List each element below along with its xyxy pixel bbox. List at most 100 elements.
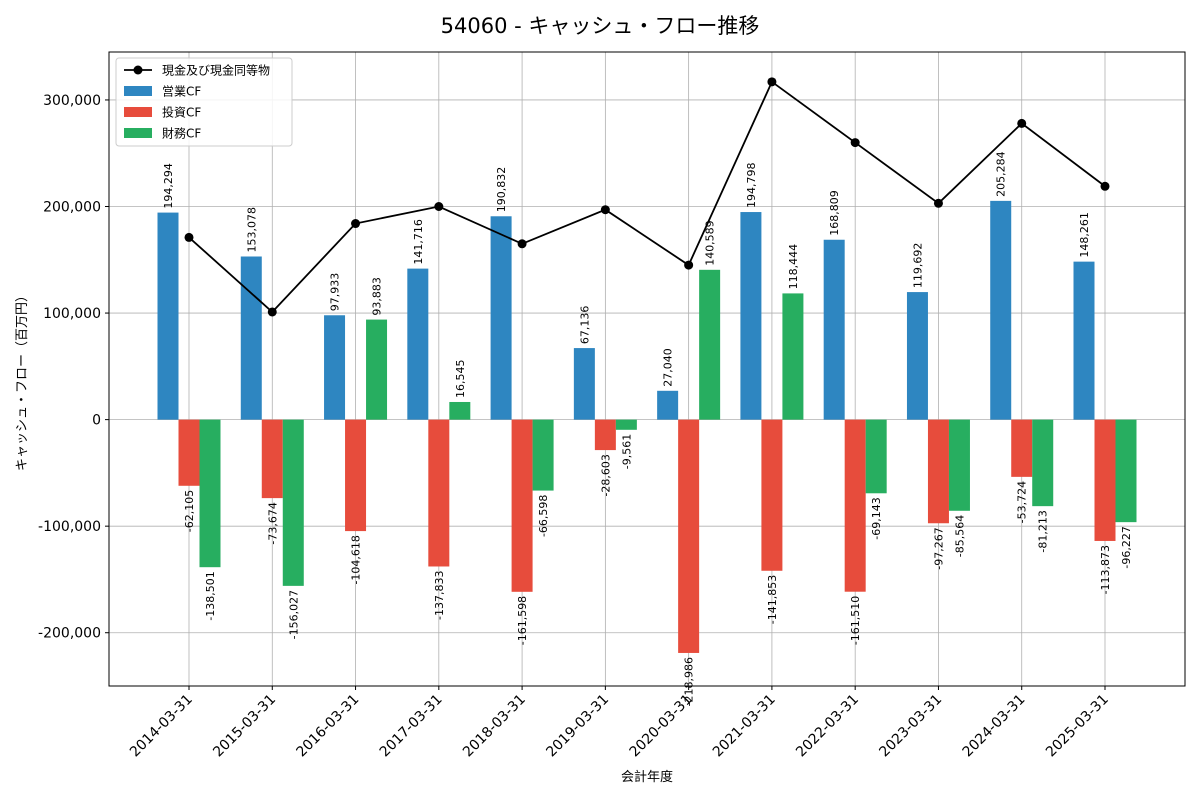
bar-value-label: 140,589 <box>704 220 717 266</box>
bar-value-label: -85,564 <box>953 515 966 557</box>
cash-series-point <box>600 205 610 215</box>
cash-series-line <box>188 80 1106 314</box>
y-tick-label: -100,000 <box>38 519 101 535</box>
bar <box>449 401 471 420</box>
bar <box>678 419 700 653</box>
y-axis: -200,000 -100,000 0 100,000 200,000 300,000 <box>38 93 109 642</box>
bar <box>345 419 367 532</box>
bar <box>990 200 1012 420</box>
legend-label: 現金及び現金同等物 <box>162 63 270 78</box>
x-axis-label: 会計年度 <box>621 769 673 785</box>
x-tick-label: 2022-03-31 <box>793 692 862 761</box>
bar-value-label: -104,618 <box>350 535 363 584</box>
legend-bar-swatch <box>124 86 152 96</box>
bar <box>1032 419 1054 507</box>
legend-label: 財務CF <box>162 126 201 141</box>
legend-bar-swatch <box>124 128 152 138</box>
y-axis-label: キャッシュ・フロー（百万円） <box>15 289 30 471</box>
bar <box>324 315 346 420</box>
bar <box>615 419 637 430</box>
bar <box>865 419 887 494</box>
bar-value-label: -9,561 <box>620 434 633 469</box>
y-tick-label: -200,000 <box>38 626 101 642</box>
bar-value-label: 118,444 <box>787 244 800 290</box>
bar <box>823 239 845 420</box>
bar-value-label: -161,598 <box>516 596 529 645</box>
bar-value-label: -62,105 <box>183 490 196 532</box>
bar <box>282 419 304 586</box>
legend-label: 営業CF <box>162 85 201 99</box>
bar <box>178 419 200 486</box>
bar <box>906 292 928 420</box>
bar-value-label: 168,809 <box>828 190 841 236</box>
bar-value-label: -156,027 <box>287 590 300 639</box>
x-tick-label: 2015-03-31 <box>210 692 279 761</box>
cash-series-point <box>1100 181 1110 191</box>
bar <box>844 419 866 592</box>
y-tick-label: 300,000 <box>43 93 101 109</box>
bar-value-label: 148,261 <box>1078 212 1091 258</box>
bar <box>511 419 533 592</box>
cash-series-point <box>933 198 943 208</box>
x-tick-label: 2024-03-31 <box>960 692 1029 761</box>
bar <box>366 319 388 420</box>
bar-value-label: 194,294 <box>162 163 175 209</box>
bar-value-label: -28,603 <box>599 454 612 496</box>
bar-value-label: -66,598 <box>537 495 550 537</box>
x-tick-label: 2019-03-31 <box>543 692 612 761</box>
bar-value-label: -53,724 <box>1016 481 1029 523</box>
bar-value-label: -137,833 <box>433 570 446 619</box>
bar-value-label: 97,933 <box>329 273 342 312</box>
y-tick-label: 100,000 <box>43 306 101 322</box>
bar <box>490 216 512 420</box>
bar <box>782 293 804 420</box>
line-layer <box>184 77 1110 317</box>
x-tick-label: 2021-03-31 <box>710 692 779 761</box>
x-tick-label: 2017-03-31 <box>377 692 446 761</box>
bar <box>740 212 762 420</box>
bar <box>157 212 179 420</box>
legend-label: 投資CF <box>162 105 201 120</box>
bar <box>657 390 679 420</box>
cash-series-point <box>434 202 444 212</box>
bar <box>407 268 429 420</box>
bar <box>532 419 554 491</box>
cash-series-point <box>684 260 694 270</box>
bar <box>948 419 970 511</box>
bar-value-label: -218,986 <box>683 657 696 706</box>
cash-series-point <box>517 239 527 249</box>
cash-series-point <box>1017 118 1027 128</box>
bar <box>1073 261 1095 420</box>
y-tick-label: 0 <box>92 413 101 429</box>
legend-marker <box>133 65 143 75</box>
bar-value-label: -73,674 <box>266 502 279 544</box>
bar-value-label: -69,143 <box>870 497 883 539</box>
grid-layer <box>109 52 1185 686</box>
bar-value-label: 67,136 <box>578 306 591 345</box>
x-axis: 2014-03-31 2015-03-31 2016-03-31 2017-03-31… <box>127 686 1112 760</box>
bar <box>428 419 450 567</box>
bar-value-label: -81,213 <box>1037 510 1050 552</box>
bar <box>699 269 721 420</box>
cash-series-point <box>184 232 194 242</box>
bar <box>261 419 283 499</box>
bar-value-label: 119,692 <box>911 243 924 289</box>
y-tick-label: 200,000 <box>43 200 101 216</box>
bar-value-label: -161,510 <box>849 596 862 645</box>
bar-value-label: -141,853 <box>766 575 779 624</box>
bar-value-label: 194,798 <box>745 163 758 209</box>
x-tick-label: 2014-03-31 <box>127 692 196 761</box>
bar-value-label: 205,284 <box>995 151 1008 197</box>
legend-box <box>115 57 293 147</box>
bar-value-label: -97,267 <box>932 527 945 569</box>
bar <box>761 419 783 571</box>
x-tick-label: 2018-03-31 <box>460 692 529 761</box>
bar <box>1115 419 1137 523</box>
bar <box>927 419 949 524</box>
legend-bar-swatch <box>124 107 152 117</box>
bar <box>199 419 221 568</box>
chart-title: 54060 - キャッシュ・フロー推移 <box>441 14 760 38</box>
bar-value-label: -138,501 <box>204 571 217 620</box>
